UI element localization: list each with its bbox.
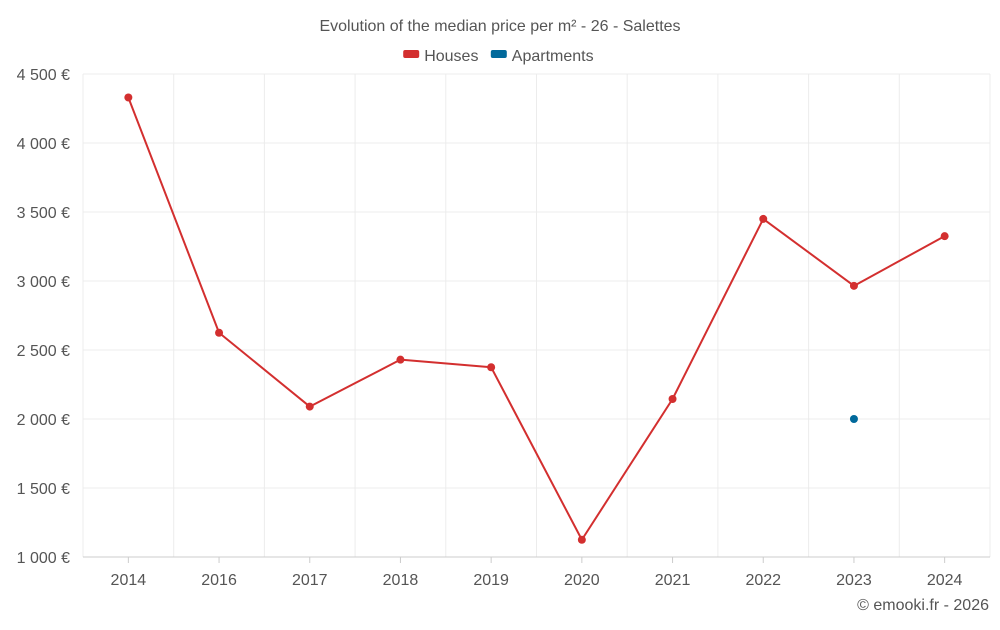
series-layer <box>124 93 949 544</box>
y-tick-label: 1 000 € <box>17 550 70 567</box>
houses-point <box>577 535 586 544</box>
y-tick-label: 2 000 € <box>17 412 70 429</box>
legend-swatch-houses <box>403 50 420 58</box>
y-axis: 1 000 € 1 500 € 2 000 € 2 500 € 3 000 € 3 500… <box>17 67 70 567</box>
x-axis: 2014 2016 2017 2018 2019 2020 2021 2022 2023 2024 <box>83 556 990 589</box>
x-tick-label: 2022 <box>745 572 781 589</box>
x-tick-label: 2019 <box>473 572 509 589</box>
y-tick-label: 1 500 € <box>17 481 70 498</box>
houses-point <box>305 402 314 411</box>
chart-title: Evolution of the median price per m² - 2… <box>319 18 680 35</box>
houses-point <box>124 93 133 102</box>
houses-point <box>759 214 768 223</box>
x-tick-label: 2020 <box>564 572 600 589</box>
houses-point <box>215 328 224 337</box>
y-tick-label: 4 000 € <box>17 136 70 153</box>
grid <box>82 73 991 557</box>
y-tick-label: 3 500 € <box>17 205 70 222</box>
x-tick-label: 2018 <box>383 572 419 589</box>
x-tick-label: 2021 <box>655 572 691 589</box>
y-tick-label: 4 500 € <box>17 67 70 84</box>
houses-point <box>487 363 496 372</box>
credit-text: © emooki.fr - 2026 <box>857 597 989 614</box>
x-tick-label: 2023 <box>836 572 872 589</box>
x-tick-label: 2014 <box>111 572 147 589</box>
houses-point <box>940 232 949 241</box>
legend-label-apartments: Apartments <box>512 48 594 65</box>
x-tick-label: 2024 <box>927 572 963 589</box>
y-tick-label: 3 000 € <box>17 274 70 291</box>
y-tick-label: 2 500 € <box>17 343 70 360</box>
houses-line <box>127 97 946 541</box>
houses-point <box>396 355 405 364</box>
legend-swatch-apartments <box>490 50 507 58</box>
x-tick-label: 2016 <box>201 572 237 589</box>
x-tick-label: 2017 <box>292 572 328 589</box>
legend: Houses Apartments <box>403 48 594 65</box>
legend-label-houses: Houses <box>424 48 478 65</box>
houses-point <box>668 394 677 403</box>
houses-point <box>849 281 858 290</box>
apartments-point <box>849 415 858 423</box>
